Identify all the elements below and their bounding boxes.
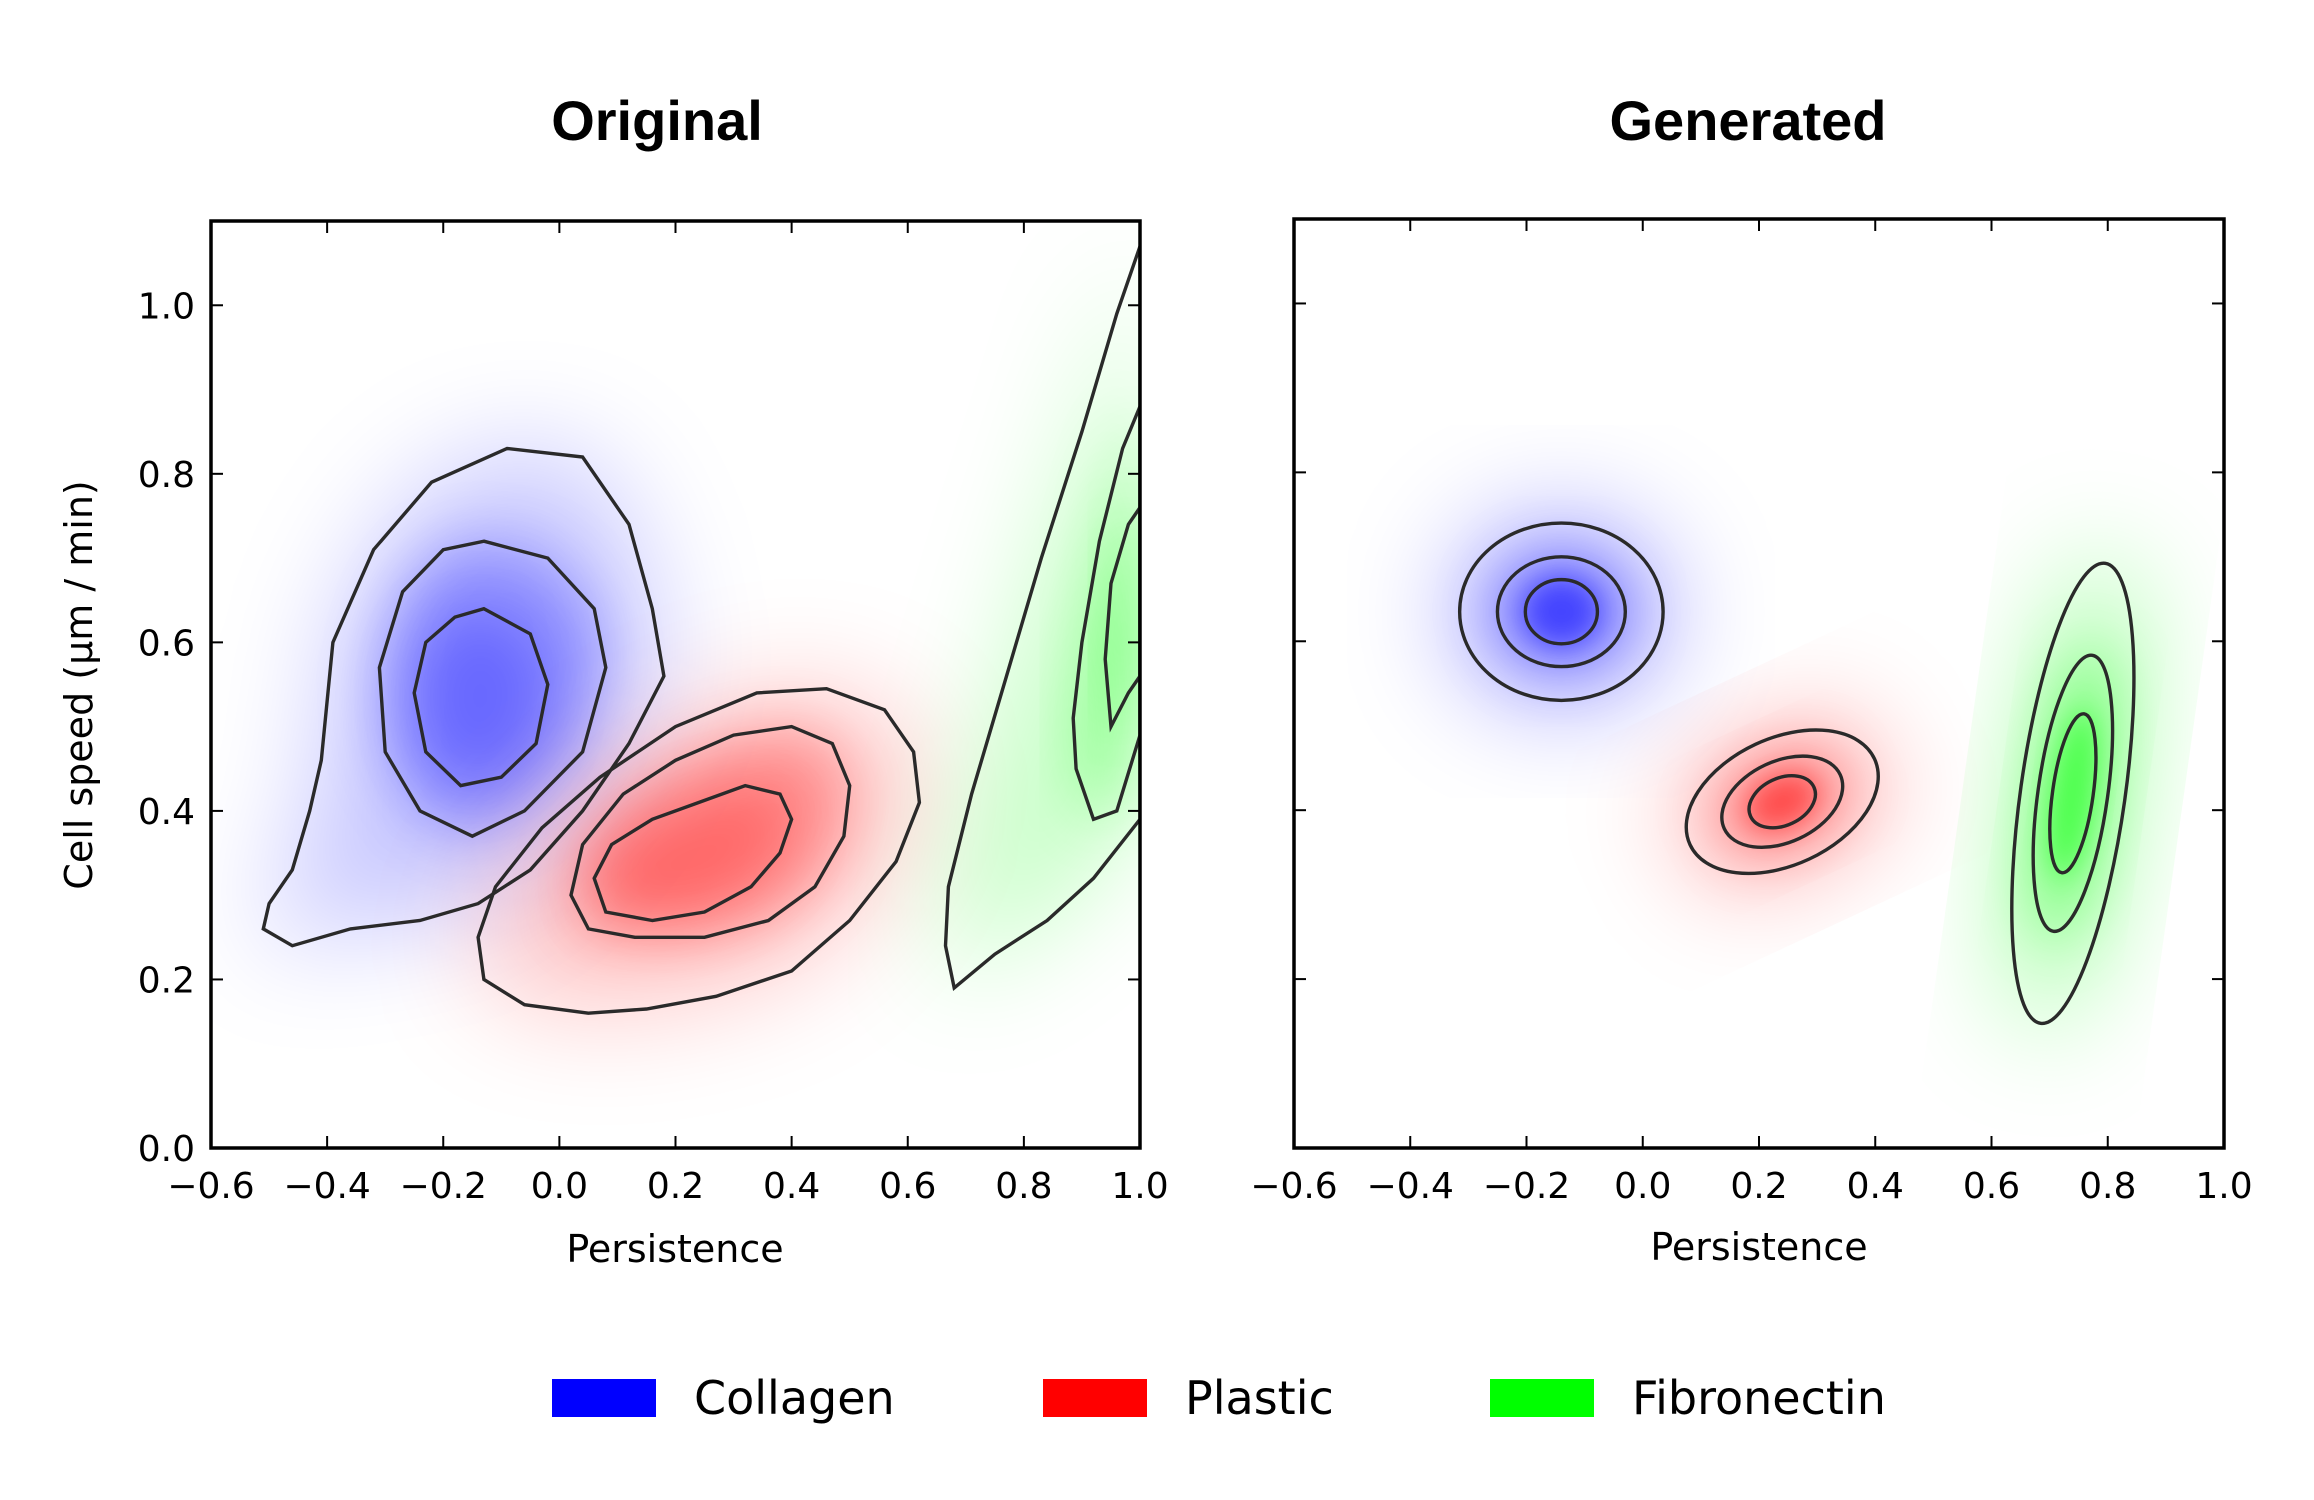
- y-tick-label-original: 0.0: [138, 1129, 195, 1170]
- legend-swatch-collagen: [552, 1379, 656, 1417]
- panel-original: Original −0.6 −0.4 −0.2 0.0 0.2 0.4 0.6 0.8 1.0 0…: [57, 89, 1169, 1271]
- density-layer-original: [263, 246, 1140, 1014]
- legend-label-fibronectin: Fibronectin: [1632, 1371, 1886, 1425]
- panel-title-generated: Generated: [1610, 89, 1887, 152]
- y-tick-label-original: 0.4: [138, 792, 195, 833]
- legend-label-plastic: Plastic: [1185, 1371, 1334, 1425]
- contour-collagen-level-1: [261, 446, 666, 948]
- x-tick-label-generated: −0.6: [1250, 1166, 1337, 1207]
- contour-fibronectin-level-2: [1071, 405, 1140, 822]
- density-fibronectin-level-2: [1073, 406, 1140, 820]
- density-plastic-level-3: [1747, 774, 1818, 830]
- y-axis-label-original: Cell speed (µm / min): [57, 480, 101, 889]
- contour-collagen-level-3: [1523, 577, 1600, 646]
- ticks-generated: −0.6 −0.4 −0.2 0.0 0.2 0.4 0.6 0.8 1.0: [1250, 219, 2253, 1207]
- density-collagen-level-3: [1523, 578, 1600, 646]
- panel-title-original: Original: [551, 89, 763, 152]
- x-tick-label-original: 0.4: [763, 1166, 820, 1207]
- x-axis-label-generated: Persistence: [1650, 1225, 1867, 1269]
- contour-layer-original: [261, 245, 1140, 1015]
- contour-collagen-level-2: [1495, 555, 1628, 669]
- x-tick-label-generated: 0.4: [1847, 1166, 1904, 1207]
- panel-generated: Generated −0.6 −0.4 −0.2 0.0 0.2 0.4 0.6 0.8 1.0…: [1250, 89, 2252, 1269]
- x-tick-label-original: 0.0: [531, 1166, 588, 1207]
- ticks-original: −0.6 −0.4 −0.2 0.0 0.2 0.4 0.6 0.8 1.0 0.0 0.2 0.4 0…: [138, 221, 1169, 1207]
- contour-fibronectin-level-3: [2048, 712, 2098, 875]
- y-tick-label-original: 0.6: [138, 623, 195, 664]
- legend-label-collagen: Collagen: [694, 1371, 895, 1425]
- density-fibronectin-level-3: [1105, 507, 1140, 727]
- x-tick-label-original: −0.2: [400, 1166, 487, 1207]
- density-plastic-level-3: [594, 785, 792, 921]
- x-tick-label-original: 0.8: [995, 1166, 1052, 1207]
- x-tick-label-original: −0.4: [283, 1166, 370, 1207]
- contour-fibronectin-level-1: [943, 245, 1140, 992]
- x-tick-label-generated: 0.8: [2079, 1166, 2136, 1207]
- contour-collagen-level-1: [1457, 521, 1665, 703]
- x-tick-label-original: −0.6: [167, 1166, 254, 1207]
- contour-plastic-level-2: [1720, 754, 1845, 850]
- contour-collagen-level-3: [412, 606, 550, 788]
- x-tick-label-original: 0.2: [647, 1166, 704, 1207]
- contour-plastic-level-3: [1747, 774, 1818, 830]
- contour-plastic-level-3: [592, 783, 794, 923]
- contour-layer-generated: [1457, 521, 2136, 1026]
- x-tick-label-generated: 1.0: [2195, 1166, 2252, 1207]
- x-tick-label-generated: 0.0: [1614, 1166, 1671, 1207]
- x-tick-label-original: 0.6: [879, 1166, 936, 1207]
- legend: Collagen Plastic Fibronectin: [552, 1371, 1886, 1425]
- contour-collagen-level-2: [377, 539, 608, 839]
- legend-swatch-fibronectin: [1490, 1379, 1594, 1417]
- x-tick-label-generated: −0.4: [1367, 1166, 1454, 1207]
- x-tick-label-generated: 0.6: [1963, 1166, 2020, 1207]
- y-tick-label-original: 1.0: [138, 286, 195, 327]
- contour-plastic-level-1: [1684, 728, 1880, 876]
- density-collagen-level-3: [414, 608, 548, 786]
- x-axis-label-original: Persistence: [566, 1227, 783, 1271]
- x-tick-label-original: 1.0: [1111, 1166, 1168, 1207]
- legend-swatch-plastic: [1043, 1379, 1147, 1417]
- y-tick-label-original: 0.2: [138, 960, 195, 1001]
- contour-plastic-level-1: [476, 686, 922, 1015]
- y-tick-label-original: 0.8: [138, 455, 195, 496]
- x-tick-label-generated: 0.2: [1730, 1166, 1787, 1207]
- contour-plastic-level-2: [569, 724, 852, 939]
- contour-fibronectin-level-1: [2010, 561, 2136, 1026]
- contour-fibronectin-level-2: [2031, 653, 2115, 934]
- x-tick-label-generated: −0.2: [1483, 1166, 1570, 1207]
- contour-fibronectin-level-3: [1103, 504, 1140, 733]
